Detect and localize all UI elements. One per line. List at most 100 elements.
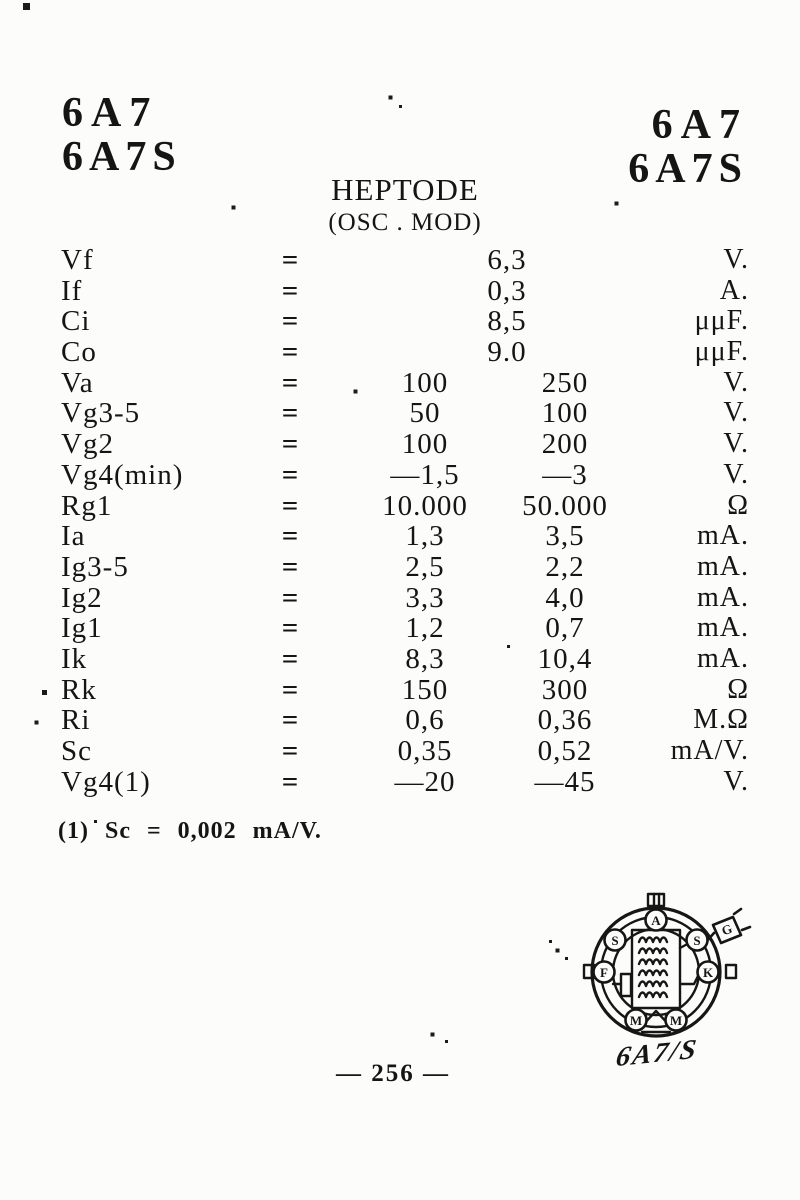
param-label: Ia xyxy=(61,520,86,553)
tube-name-line2: 6A7S xyxy=(62,134,182,180)
equals-sign: = xyxy=(281,520,299,553)
table-row: Vg2 = 100 200 V. xyxy=(55,428,749,461)
table-row: Rk = 150 300 Ω xyxy=(55,673,749,706)
param-label: Vf xyxy=(61,244,94,276)
value-col2: 250 xyxy=(541,366,589,399)
unit-label: M.Ω xyxy=(693,704,749,736)
tube-mode-subtitle: (OSC . MOD) xyxy=(328,209,482,236)
spec-table: Vf = 6,3 V. If = 0,3 A. Ci = 8,5 μμF. Co = 9.0 μμF. Va = 1… xyxy=(55,244,749,798)
unit-label: mA. xyxy=(697,550,749,582)
unit-label: mA. xyxy=(697,520,749,552)
value-col1: 0,6 xyxy=(405,704,445,737)
grid-cap-label: G xyxy=(720,921,735,939)
param-label: Ig3-5 xyxy=(61,550,129,583)
value-col1: 10.000 xyxy=(382,489,468,522)
table-row: Vg3-5 = 50 100 V. xyxy=(55,398,749,429)
table-row: Sc = 0,35 0,52 mA/V. xyxy=(55,735,749,767)
value-col1: 150 xyxy=(401,673,449,706)
value-col1: 100 xyxy=(401,366,449,399)
tube-name-line1: 6A7 xyxy=(62,90,159,136)
unit-label: μμF. xyxy=(694,305,749,337)
value-col2: 300 xyxy=(541,673,589,706)
value-col2: 0,36 xyxy=(537,704,593,737)
top-index-mark xyxy=(646,892,666,908)
pin-label: K xyxy=(703,965,714,980)
value-col2: 200 xyxy=(541,428,589,461)
tube-name-top-left: 6A7 6A7S xyxy=(62,92,182,178)
value-col2: 0,52 xyxy=(537,735,593,767)
equals-sign: = xyxy=(281,305,299,338)
unit-label: V. xyxy=(723,458,749,490)
equals-sign: = xyxy=(281,428,299,461)
grid-cap: G xyxy=(703,907,752,945)
unit-label: mA. xyxy=(697,642,749,674)
equals-sign: = xyxy=(281,735,299,767)
table-row: Ig2 = 3,3 4,0 mA. xyxy=(55,581,749,614)
unit-label: V. xyxy=(723,765,749,797)
pin-label: F xyxy=(600,965,608,980)
outer-ring xyxy=(590,906,722,1038)
value-col1: 0,35 xyxy=(397,735,453,767)
table-row: If = 0,3 A. xyxy=(55,274,749,307)
unit-label: V. xyxy=(723,366,749,398)
unit-label: A. xyxy=(719,274,749,306)
pin-label: A xyxy=(651,913,661,928)
value-col1: 50 xyxy=(409,397,441,430)
equals-sign: = xyxy=(281,274,299,307)
unit-label: μμF. xyxy=(694,336,749,368)
unit-label: Ω xyxy=(727,489,749,521)
table-row: Ig1 = 1,2 0,7 mA. xyxy=(55,613,749,644)
equals-sign: = xyxy=(281,244,299,276)
side-tab-right xyxy=(724,963,738,980)
pin-label: S xyxy=(693,933,700,948)
tube-name-line1: 6A7 xyxy=(651,102,748,148)
equals-sign: = xyxy=(281,765,299,798)
pin: F xyxy=(592,960,616,984)
param-label: If xyxy=(61,274,83,307)
param-label: Ig1 xyxy=(61,612,103,645)
unit-label: V. xyxy=(723,397,749,429)
pin: A xyxy=(644,908,668,932)
value-col2: 4,0 xyxy=(545,581,585,614)
table-row: Ia = 1,3 3,5 mA. xyxy=(55,520,749,553)
equals-sign: = xyxy=(281,581,299,614)
equals-sign: = xyxy=(281,366,299,399)
tube-name-top-right: 6A7 6A7S xyxy=(628,104,748,190)
pin: K xyxy=(696,960,720,984)
equals-sign: = xyxy=(281,612,299,645)
value-col2: 0,7 xyxy=(545,612,585,645)
equals-sign: = xyxy=(281,642,299,675)
value-col1: 1,2 xyxy=(405,612,445,645)
value-col1: 8,3 xyxy=(405,642,445,675)
table-row: Vg4(min) = —1,5 —3 V. xyxy=(55,458,749,491)
equals-sign: = xyxy=(281,458,299,491)
param-label: Ci xyxy=(61,305,91,338)
value-col1: 1,3 xyxy=(405,520,445,553)
table-row: Ri = 0,6 0,36 M.Ω xyxy=(55,705,749,736)
param-label: Vg2 xyxy=(61,428,114,461)
value-col2: 50.000 xyxy=(522,489,608,522)
value-single: 8,5 xyxy=(487,305,527,338)
footnote: (1) Sc = 0,002 mA/V. xyxy=(58,818,322,844)
param-label: Ig2 xyxy=(61,581,103,614)
value-single: 9.0 xyxy=(487,336,527,369)
param-label: Rg1 xyxy=(61,489,113,522)
value-col2: 3,5 xyxy=(545,520,585,553)
param-label: Va xyxy=(61,366,94,399)
value-col1: —1,5 xyxy=(390,458,460,491)
pin: M xyxy=(664,1008,688,1032)
unit-label: mA. xyxy=(697,612,749,644)
pin: S xyxy=(603,928,627,952)
param-label: Sc xyxy=(61,735,92,767)
equals-sign: = xyxy=(281,397,299,430)
value-single: 0,3 xyxy=(487,274,527,307)
unit-label: mA/V. xyxy=(670,735,749,766)
equals-sign: = xyxy=(281,673,299,706)
value-col1: 2,5 xyxy=(405,550,445,583)
table-row: Rg1 = 10.000 50.000 Ω xyxy=(55,489,749,522)
param-label: Vg3-5 xyxy=(61,397,141,430)
table-row: Ig3-5 = 2,5 2,2 mA. xyxy=(55,550,749,583)
table-row: Va = 100 250 V. xyxy=(55,366,749,399)
pin: M xyxy=(624,1008,648,1032)
value-col2: —3 xyxy=(542,458,588,491)
